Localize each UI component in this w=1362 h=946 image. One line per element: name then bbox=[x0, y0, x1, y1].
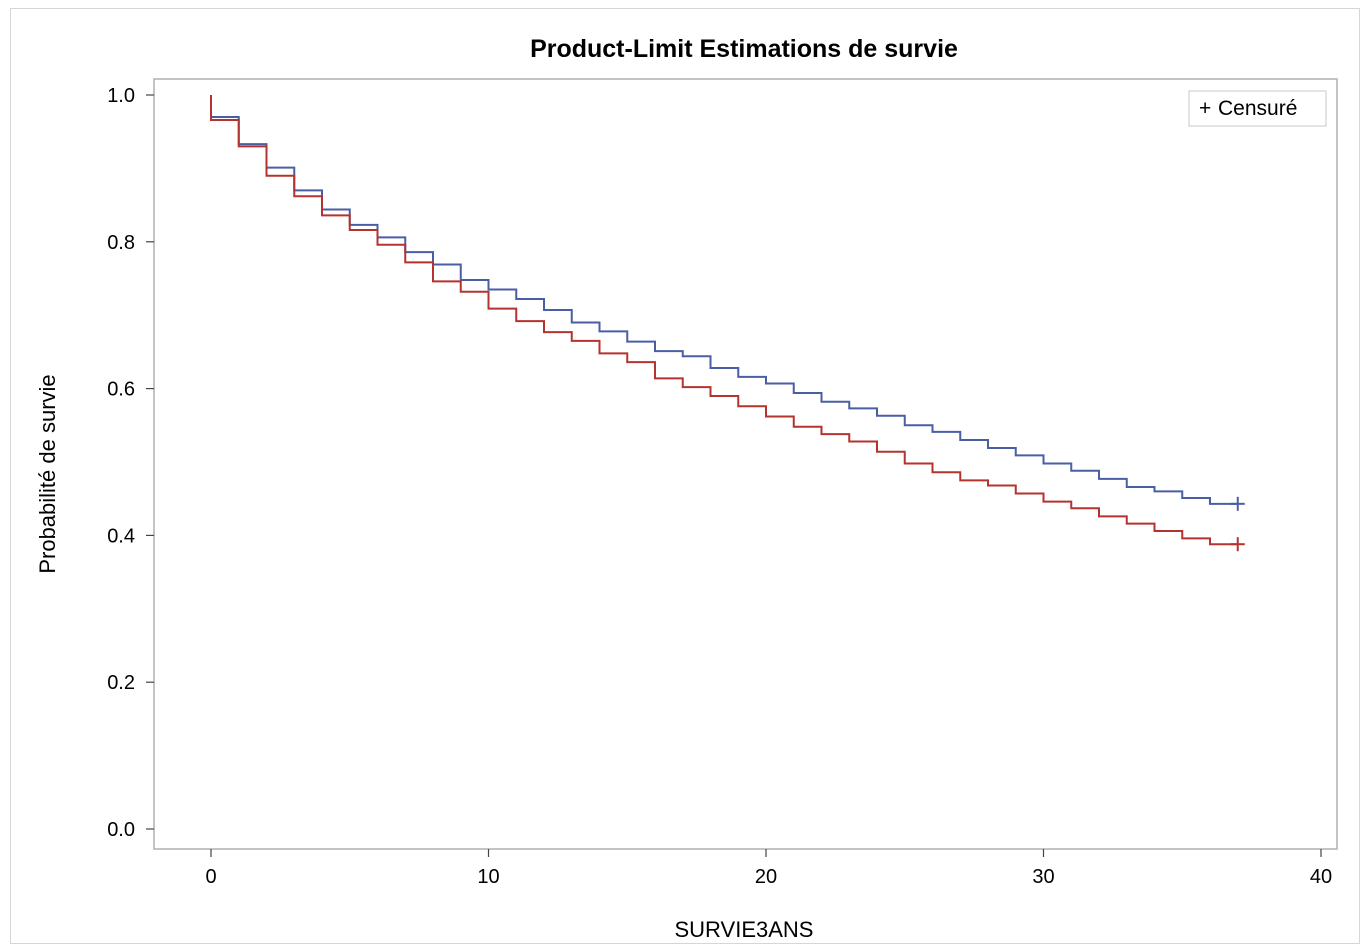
y-tick-label: 0.8 bbox=[107, 232, 135, 254]
x-tick-label: 20 bbox=[755, 866, 777, 888]
survival-curve-2 bbox=[210, 95, 1238, 546]
x-tick-label: 10 bbox=[477, 866, 499, 888]
y-tick-label: 0.2 bbox=[107, 672, 135, 694]
chart-title: Product-Limit Estimations de survie bbox=[530, 35, 958, 63]
x-tick-label: 30 bbox=[1032, 866, 1054, 888]
legend-box bbox=[1188, 90, 1327, 127]
y-axis-label: Probabilité de survie bbox=[35, 374, 60, 573]
y-tick-label: 0.4 bbox=[107, 525, 135, 547]
survival-chart: Product-Limit Estimations de survie 0 10 2… bbox=[35, 35, 1338, 942]
y-tick-label: 0.6 bbox=[107, 379, 135, 401]
x-tick-label: 40 bbox=[1310, 866, 1332, 888]
censor-marker bbox=[1230, 537, 1245, 552]
x-tick-label: 0 bbox=[205, 866, 216, 888]
censor-marker bbox=[1230, 496, 1245, 511]
series-layer bbox=[210, 95, 1245, 552]
plot-area-border bbox=[153, 78, 1338, 850]
x-axis-label: SURVIE3ANS bbox=[675, 917, 814, 942]
survival-curve-1 bbox=[210, 95, 1238, 505]
chart-frame: Product-Limit Estimations de survie 0 10 2… bbox=[10, 8, 1360, 944]
y-tick-label: 1.0 bbox=[107, 85, 135, 107]
legend-label: Censuré bbox=[1218, 97, 1297, 120]
axes: 0 10 20 30 40 0.0 0.2 0.4 0.6 0.8 1.0 bbox=[107, 85, 1332, 888]
legend: + Censuré bbox=[1188, 90, 1327, 127]
legend-symbol: + bbox=[1199, 97, 1211, 120]
y-tick-label: 0.0 bbox=[107, 819, 135, 841]
